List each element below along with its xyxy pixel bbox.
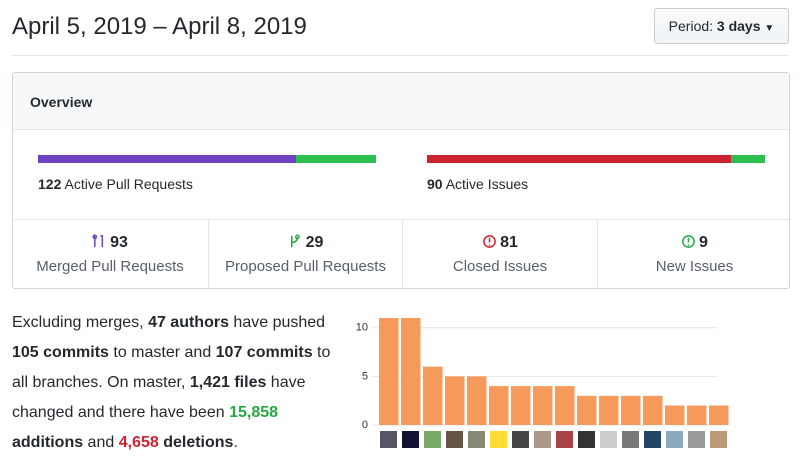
stat-number: 81 — [500, 234, 518, 251]
author-avatar — [710, 431, 727, 448]
bar — [621, 395, 641, 425]
issue-count: 90 — [427, 176, 443, 192]
overview-box: Overview 122 Active Pull Requests 90 Act… — [12, 72, 790, 289]
stat-cell[interactable]: 93 Merged Pull Requests — [13, 220, 207, 288]
commit-chart: 0 5 10 — [356, 318, 729, 448]
author-avatar — [446, 431, 463, 448]
author-avatar — [556, 431, 573, 448]
bar — [709, 405, 729, 425]
summary-text: 107 commits — [215, 344, 313, 361]
stat-number-row: 81 — [403, 233, 597, 253]
summary-text: have pushed — [228, 314, 326, 331]
bar — [379, 318, 399, 425]
stat-icon — [290, 234, 300, 248]
author-avatar — [490, 431, 507, 448]
period-label: Period: — [668, 18, 714, 34]
summary-text: 47 authors — [148, 314, 229, 331]
bar-segment — [427, 155, 732, 163]
stat-number: 93 — [110, 234, 128, 251]
stat-number-row: 9 — [598, 233, 792, 253]
y-tick-label: 5 — [362, 370, 368, 382]
y-tick-label: 0 — [362, 419, 368, 431]
bar — [489, 386, 509, 425]
stat-cell[interactable]: 81 Closed Issues — [402, 220, 597, 288]
divider — [12, 55, 789, 56]
bar-segment — [295, 155, 376, 163]
summary-text: 15,858 — [229, 404, 279, 421]
author-avatar — [534, 431, 551, 448]
summary-text: . — [233, 434, 238, 451]
divider — [13, 219, 789, 220]
summary-text: additions — [12, 434, 84, 451]
bar — [533, 386, 553, 425]
stat-number: 9 — [699, 234, 708, 251]
author-avatar — [666, 431, 683, 448]
pr-caption[interactable]: 122 Active Pull Requests — [38, 175, 193, 193]
bar — [643, 395, 663, 425]
stat-label: New Issues — [655, 258, 734, 275]
bar — [511, 386, 531, 425]
y-tick-label: 10 — [356, 322, 368, 334]
author-avatar — [424, 431, 441, 448]
author-avatar — [644, 431, 661, 448]
stat-label: Merged Pull Requests — [36, 258, 184, 275]
overview-header — [13, 73, 789, 130]
issue-caption[interactable]: 90 Active Issues — [427, 175, 528, 193]
stat-icon — [682, 235, 695, 248]
author-avatar — [622, 431, 639, 448]
summary-text: 1,421 files — [189, 374, 267, 391]
author-avatar — [512, 431, 529, 448]
stat-icon — [92, 234, 104, 248]
bar — [577, 395, 597, 425]
bar — [423, 366, 443, 425]
bar — [445, 376, 465, 425]
summary-text: 105 commits — [12, 344, 109, 361]
summary-text: and — [83, 434, 119, 451]
bar — [665, 405, 685, 425]
stat-label: Closed Issues — [452, 258, 548, 275]
author-avatar — [578, 431, 595, 448]
issue-label: Active Issues — [445, 176, 529, 192]
summary-text: to all branches. On master, — [12, 344, 331, 391]
bar — [687, 405, 707, 425]
summary-text: 4,658 — [118, 434, 159, 451]
stat-cell[interactable]: 9 New Issues — [596, 220, 792, 288]
pr-label: Active Pull Requests — [64, 176, 193, 192]
period-value: 3 days — [716, 18, 761, 34]
stat-number-row: 93 — [13, 233, 207, 253]
period-button[interactable]: Period: 3 days ▼ — [654, 8, 789, 44]
summary-text: Excluding merges, — [12, 314, 149, 331]
overview-title: Overview — [30, 94, 93, 110]
summary-text: have changed and there have been — [12, 374, 306, 421]
author-avatar — [600, 431, 617, 448]
stat-number: 29 — [305, 234, 324, 251]
stat-number-row: 29 — [209, 233, 403, 253]
summary-text: to master and — [108, 344, 216, 361]
page-title: April 5, 2019 – April 8, 2019 — [12, 13, 307, 40]
bar — [599, 395, 619, 425]
bar — [555, 386, 575, 425]
stat-cell[interactable]: 29 Proposed Pull Requests — [207, 220, 403, 288]
summary: Excluding merges, 47 authors have pushed… — [12, 308, 332, 458]
bar — [401, 318, 421, 425]
summary-text: deletions — [158, 434, 234, 451]
pr-count: 122 — [38, 176, 62, 192]
stat-label: Proposed Pull Requests — [225, 258, 386, 275]
author-avatar — [468, 431, 485, 448]
author-avatar — [688, 431, 705, 448]
stat-icon — [483, 235, 496, 248]
bar — [467, 376, 487, 425]
bar-segment — [731, 155, 765, 163]
author-avatar — [402, 431, 419, 448]
author-avatar — [380, 431, 397, 448]
bar-segment — [38, 155, 296, 163]
caret: ▼ — [764, 23, 775, 34]
